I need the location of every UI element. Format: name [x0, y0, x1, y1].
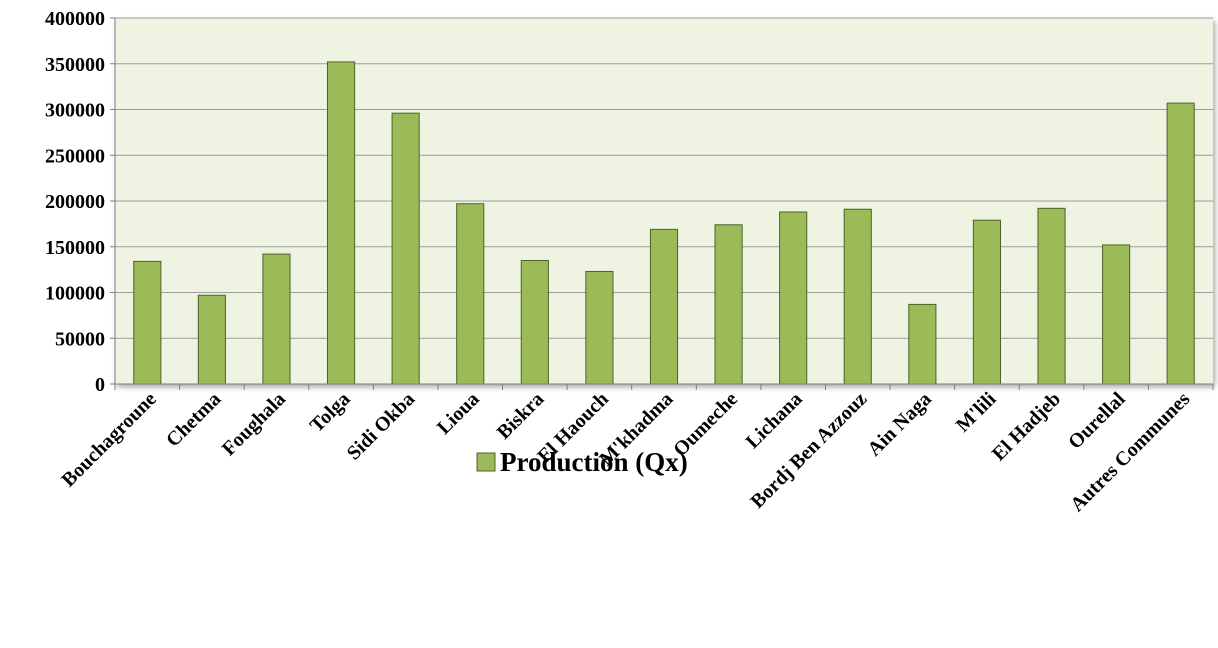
bar-ourellal: [1102, 244, 1131, 385]
bar-m-khadma: [649, 228, 679, 385]
x-tick-label: Foughala: [218, 388, 290, 460]
y-tick-label: 300000: [45, 100, 105, 122]
x-tick-label: Lioua: [433, 388, 484, 439]
x-tick-label: Sidi Okba: [343, 388, 419, 464]
bar-m-lili: [972, 219, 1002, 385]
bar-el-haouch: [585, 270, 614, 385]
x-tick-label: Chetma: [162, 388, 225, 451]
bar-lioua: [456, 203, 485, 385]
bar-tolga: [326, 61, 356, 385]
bar-bouchagroune: [133, 260, 162, 385]
y-tick-label: 200000: [45, 191, 105, 213]
y-tick-label: 400000: [45, 8, 105, 30]
x-tick-label: Autres Communes: [1066, 388, 1194, 516]
y-tick-label: 150000: [45, 237, 105, 259]
bar-el-hadjeb: [1037, 207, 1066, 385]
bar-autres-communes: [1166, 102, 1195, 385]
bar-biskra: [520, 259, 549, 385]
bar-lichana: [779, 211, 808, 385]
x-tick-label: Tolga: [306, 388, 355, 437]
legend: Production (Qx): [476, 447, 688, 477]
bar-chetma: [197, 294, 226, 385]
bar-bordj-ben-azzouz: [843, 208, 872, 385]
y-tick-label: 0: [95, 374, 105, 396]
bar-oumeche: [714, 224, 743, 385]
x-tick-label: El Hadjeb: [988, 388, 1065, 465]
y-tick-label: 350000: [45, 54, 105, 76]
x-tick-label: Bouchagroune: [58, 388, 161, 491]
x-tick-label: Lichana: [742, 388, 807, 453]
x-tick-label: Ourellal: [1064, 388, 1130, 454]
bar-ain-naga: [908, 303, 937, 385]
x-tick-label: Bordj Ben Azzouz: [747, 388, 872, 513]
bar-sidi-okba: [391, 112, 420, 385]
x-tick-label: Ain Naga: [863, 388, 936, 461]
y-tick-label: 250000: [45, 145, 105, 167]
bar-foughala: [262, 253, 291, 385]
y-tick-label: 100000: [45, 283, 105, 305]
legend-label: Production (Qx): [500, 447, 688, 477]
bars: [133, 61, 1195, 385]
x-tick-label: M'lili: [952, 388, 1001, 437]
x-tick-label: Biskra: [493, 388, 549, 444]
y-axis-ticks: 0 50000 100000 150000 200000 250000 300000 3500…: [45, 8, 115, 396]
y-tick-label: 50000: [55, 328, 105, 350]
legend-swatch: [476, 452, 496, 472]
